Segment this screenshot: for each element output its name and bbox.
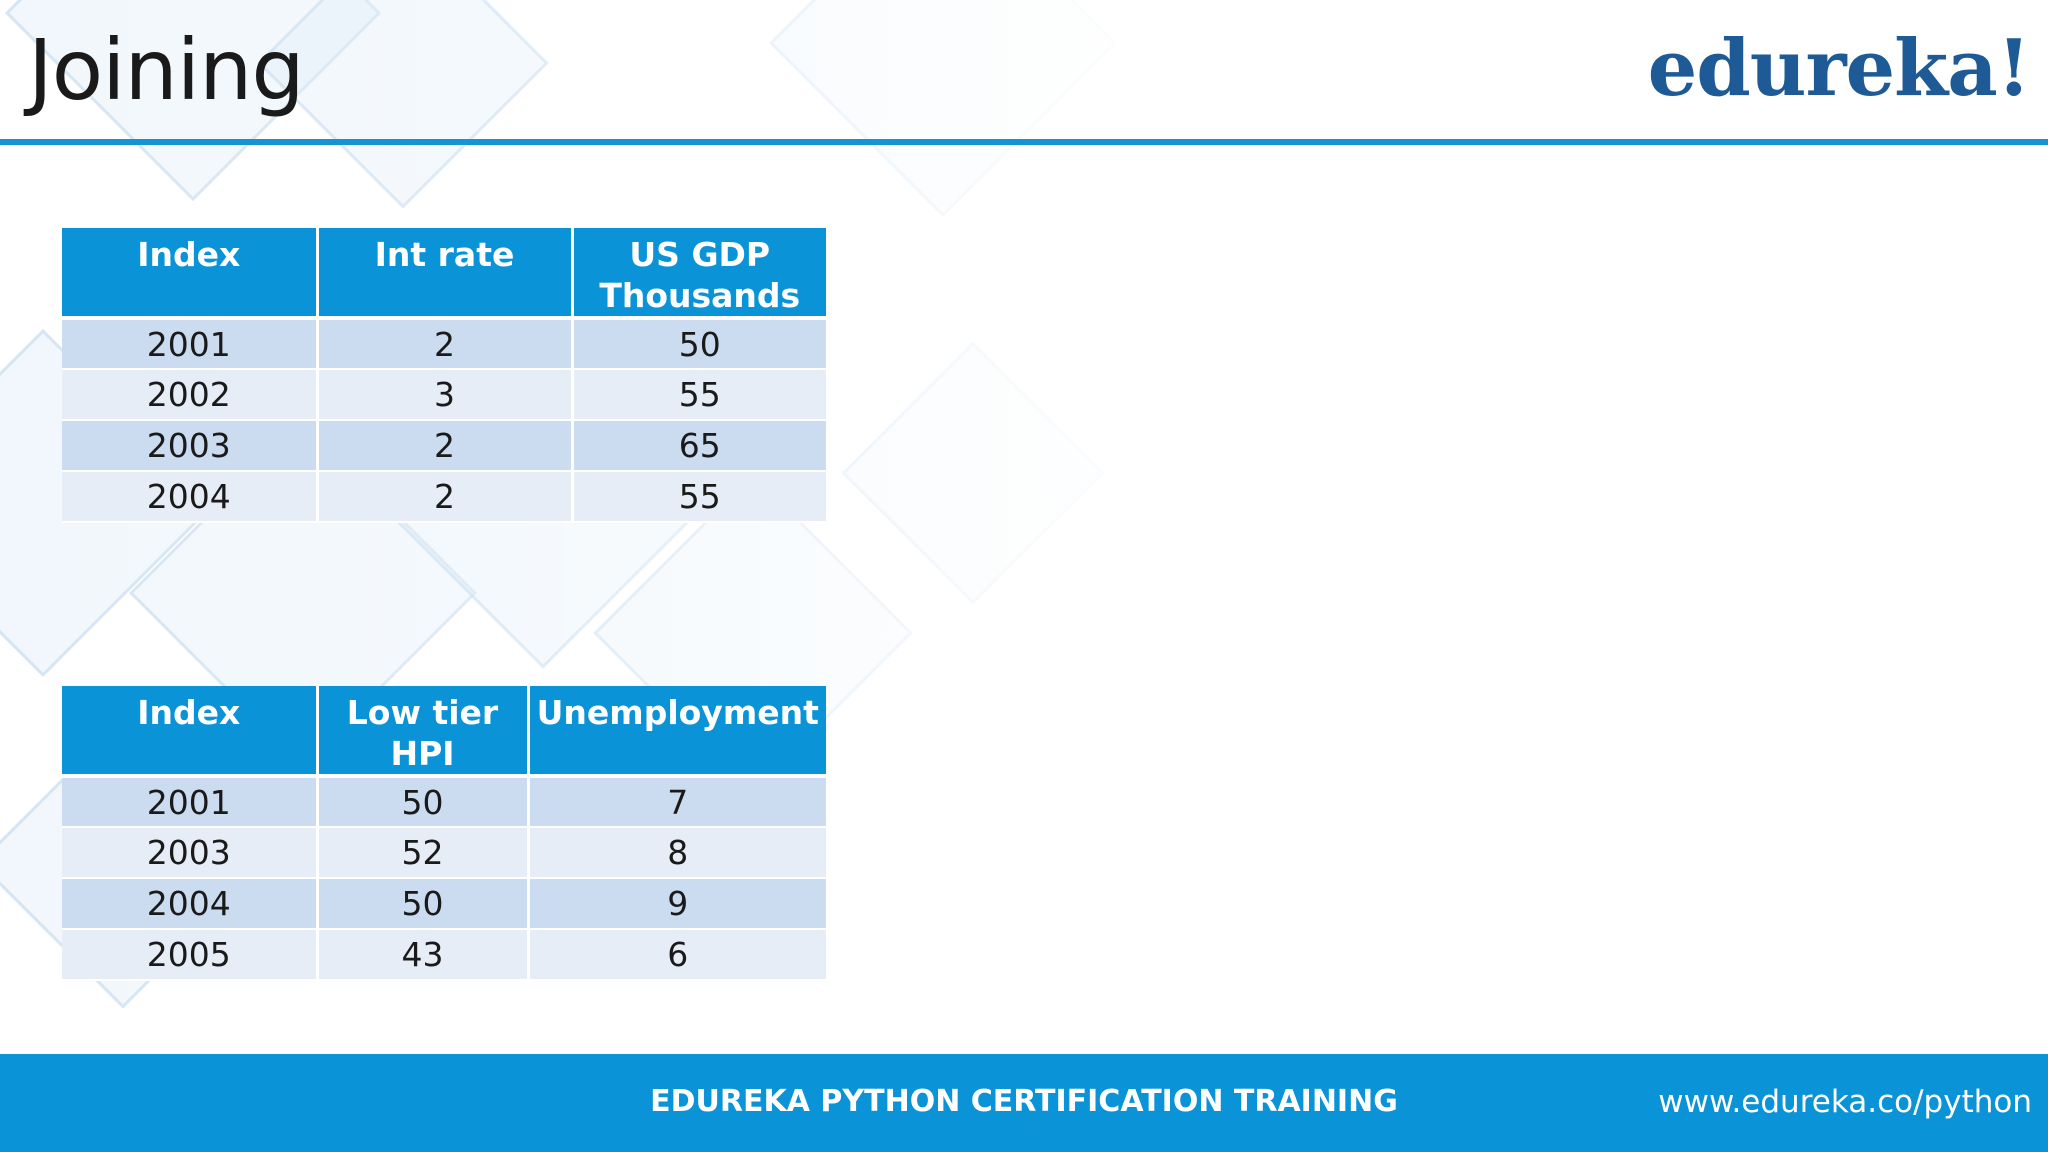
table-row: 2005 43 6 (62, 929, 826, 981)
table-cell: 65 (572, 420, 826, 472)
footer-url: www.edureka.co/python (1658, 1084, 2032, 1120)
table-cell: 55 (572, 471, 826, 523)
column-header-unemployment: Unemployment (528, 686, 826, 778)
page-title: Joining (28, 21, 305, 119)
table-cell: 3 (317, 369, 574, 421)
edureka-logo: edureka! (1647, 23, 2031, 114)
footer-title: EDUREKA PYTHON CERTIFICATION TRAINING (650, 1084, 1398, 1119)
column-header-int-rate: Int rate (317, 228, 574, 320)
column-header-index: Index (62, 686, 319, 778)
column-header-index: Index (62, 228, 319, 320)
table-cell: 50 (572, 318, 826, 370)
table-cell: 2005 (62, 929, 319, 981)
table-cell: 2 (317, 318, 574, 370)
table-cell: 50 (317, 776, 530, 828)
table-cell: 55 (572, 369, 826, 421)
table-cell: 6 (528, 929, 826, 981)
footer-bar: EDUREKA PYTHON CERTIFICATION TRAINING ww… (0, 1054, 2048, 1152)
gdp-interest-table: Index Int rate US GDP Thousands 2001 2 5… (62, 228, 826, 523)
hpi-unemployment-table: Index Low tier HPI Unemployment 2001 50 … (62, 686, 826, 981)
table-cell: 8 (528, 827, 826, 879)
table-cell: 2 (317, 420, 574, 472)
header-divider (0, 139, 2048, 145)
table-cell: 52 (317, 827, 530, 879)
table-header-row: Index Low tier HPI Unemployment (62, 686, 826, 778)
table-cell: 2003 (62, 827, 319, 879)
table-cell: 2002 (62, 369, 319, 421)
table-cell: 9 (528, 878, 826, 930)
column-header-low-tier-hpi: Low tier HPI (317, 686, 530, 778)
table-row: 2004 50 9 (62, 878, 826, 930)
table-row: 2001 2 50 (62, 318, 826, 370)
table-header-row: Index Int rate US GDP Thousands (62, 228, 826, 320)
table-row: 2004 2 55 (62, 471, 826, 523)
table-cell: 7 (528, 776, 826, 828)
table-cell: 43 (317, 929, 530, 981)
table-cell: 2004 (62, 878, 319, 930)
table-cell: 2001 (62, 318, 319, 370)
table-cell: 2 (317, 471, 574, 523)
table-row: 2001 50 7 (62, 776, 826, 828)
table-cell: 50 (317, 878, 530, 930)
table-cell: 2003 (62, 420, 319, 472)
table-row: 2002 3 55 (62, 369, 826, 421)
table-row: 2003 52 8 (62, 827, 826, 879)
table-row: 2003 2 65 (62, 420, 826, 472)
table-cell: 2004 (62, 471, 319, 523)
table-cell: 2001 (62, 776, 319, 828)
column-header-us-gdp: US GDP Thousands (572, 228, 826, 320)
